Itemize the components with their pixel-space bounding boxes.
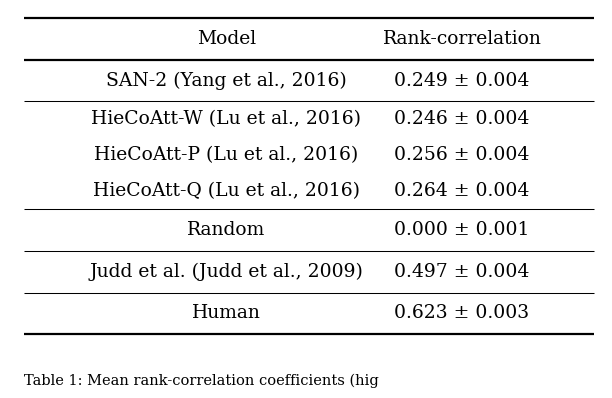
Text: Model: Model [197,30,256,48]
Text: Table 1: Mean rank-correlation coefficients (hig: Table 1: Mean rank-correlation coefficie… [24,374,379,388]
Text: Rank-correlation: Rank-correlation [382,30,542,48]
Text: HieCoAtt-Q (Lu et al., 2016): HieCoAtt-Q (Lu et al., 2016) [93,182,360,200]
Text: 0.623 ± 0.003: 0.623 ± 0.003 [395,304,529,322]
Text: Judd et al. (Judd et al., 2009): Judd et al. (Judd et al., 2009) [89,263,364,281]
Text: 0.246 ± 0.004: 0.246 ± 0.004 [394,110,530,129]
Text: 0.249 ± 0.004: 0.249 ± 0.004 [394,72,530,90]
Text: HieCoAtt-W (Lu et al., 2016): HieCoAtt-W (Lu et al., 2016) [91,110,362,129]
Text: 0.256 ± 0.004: 0.256 ± 0.004 [394,146,530,164]
Text: SAN-2 (Yang et al., 2016): SAN-2 (Yang et al., 2016) [106,72,347,90]
Text: HieCoAtt-P (Lu et al., 2016): HieCoAtt-P (Lu et al., 2016) [94,146,359,164]
Text: Random: Random [187,221,266,239]
Text: 0.000 ± 0.001: 0.000 ± 0.001 [394,221,530,239]
Text: 0.264 ± 0.004: 0.264 ± 0.004 [394,182,530,200]
Text: Human: Human [192,304,261,322]
Text: 0.497 ± 0.004: 0.497 ± 0.004 [394,263,530,281]
